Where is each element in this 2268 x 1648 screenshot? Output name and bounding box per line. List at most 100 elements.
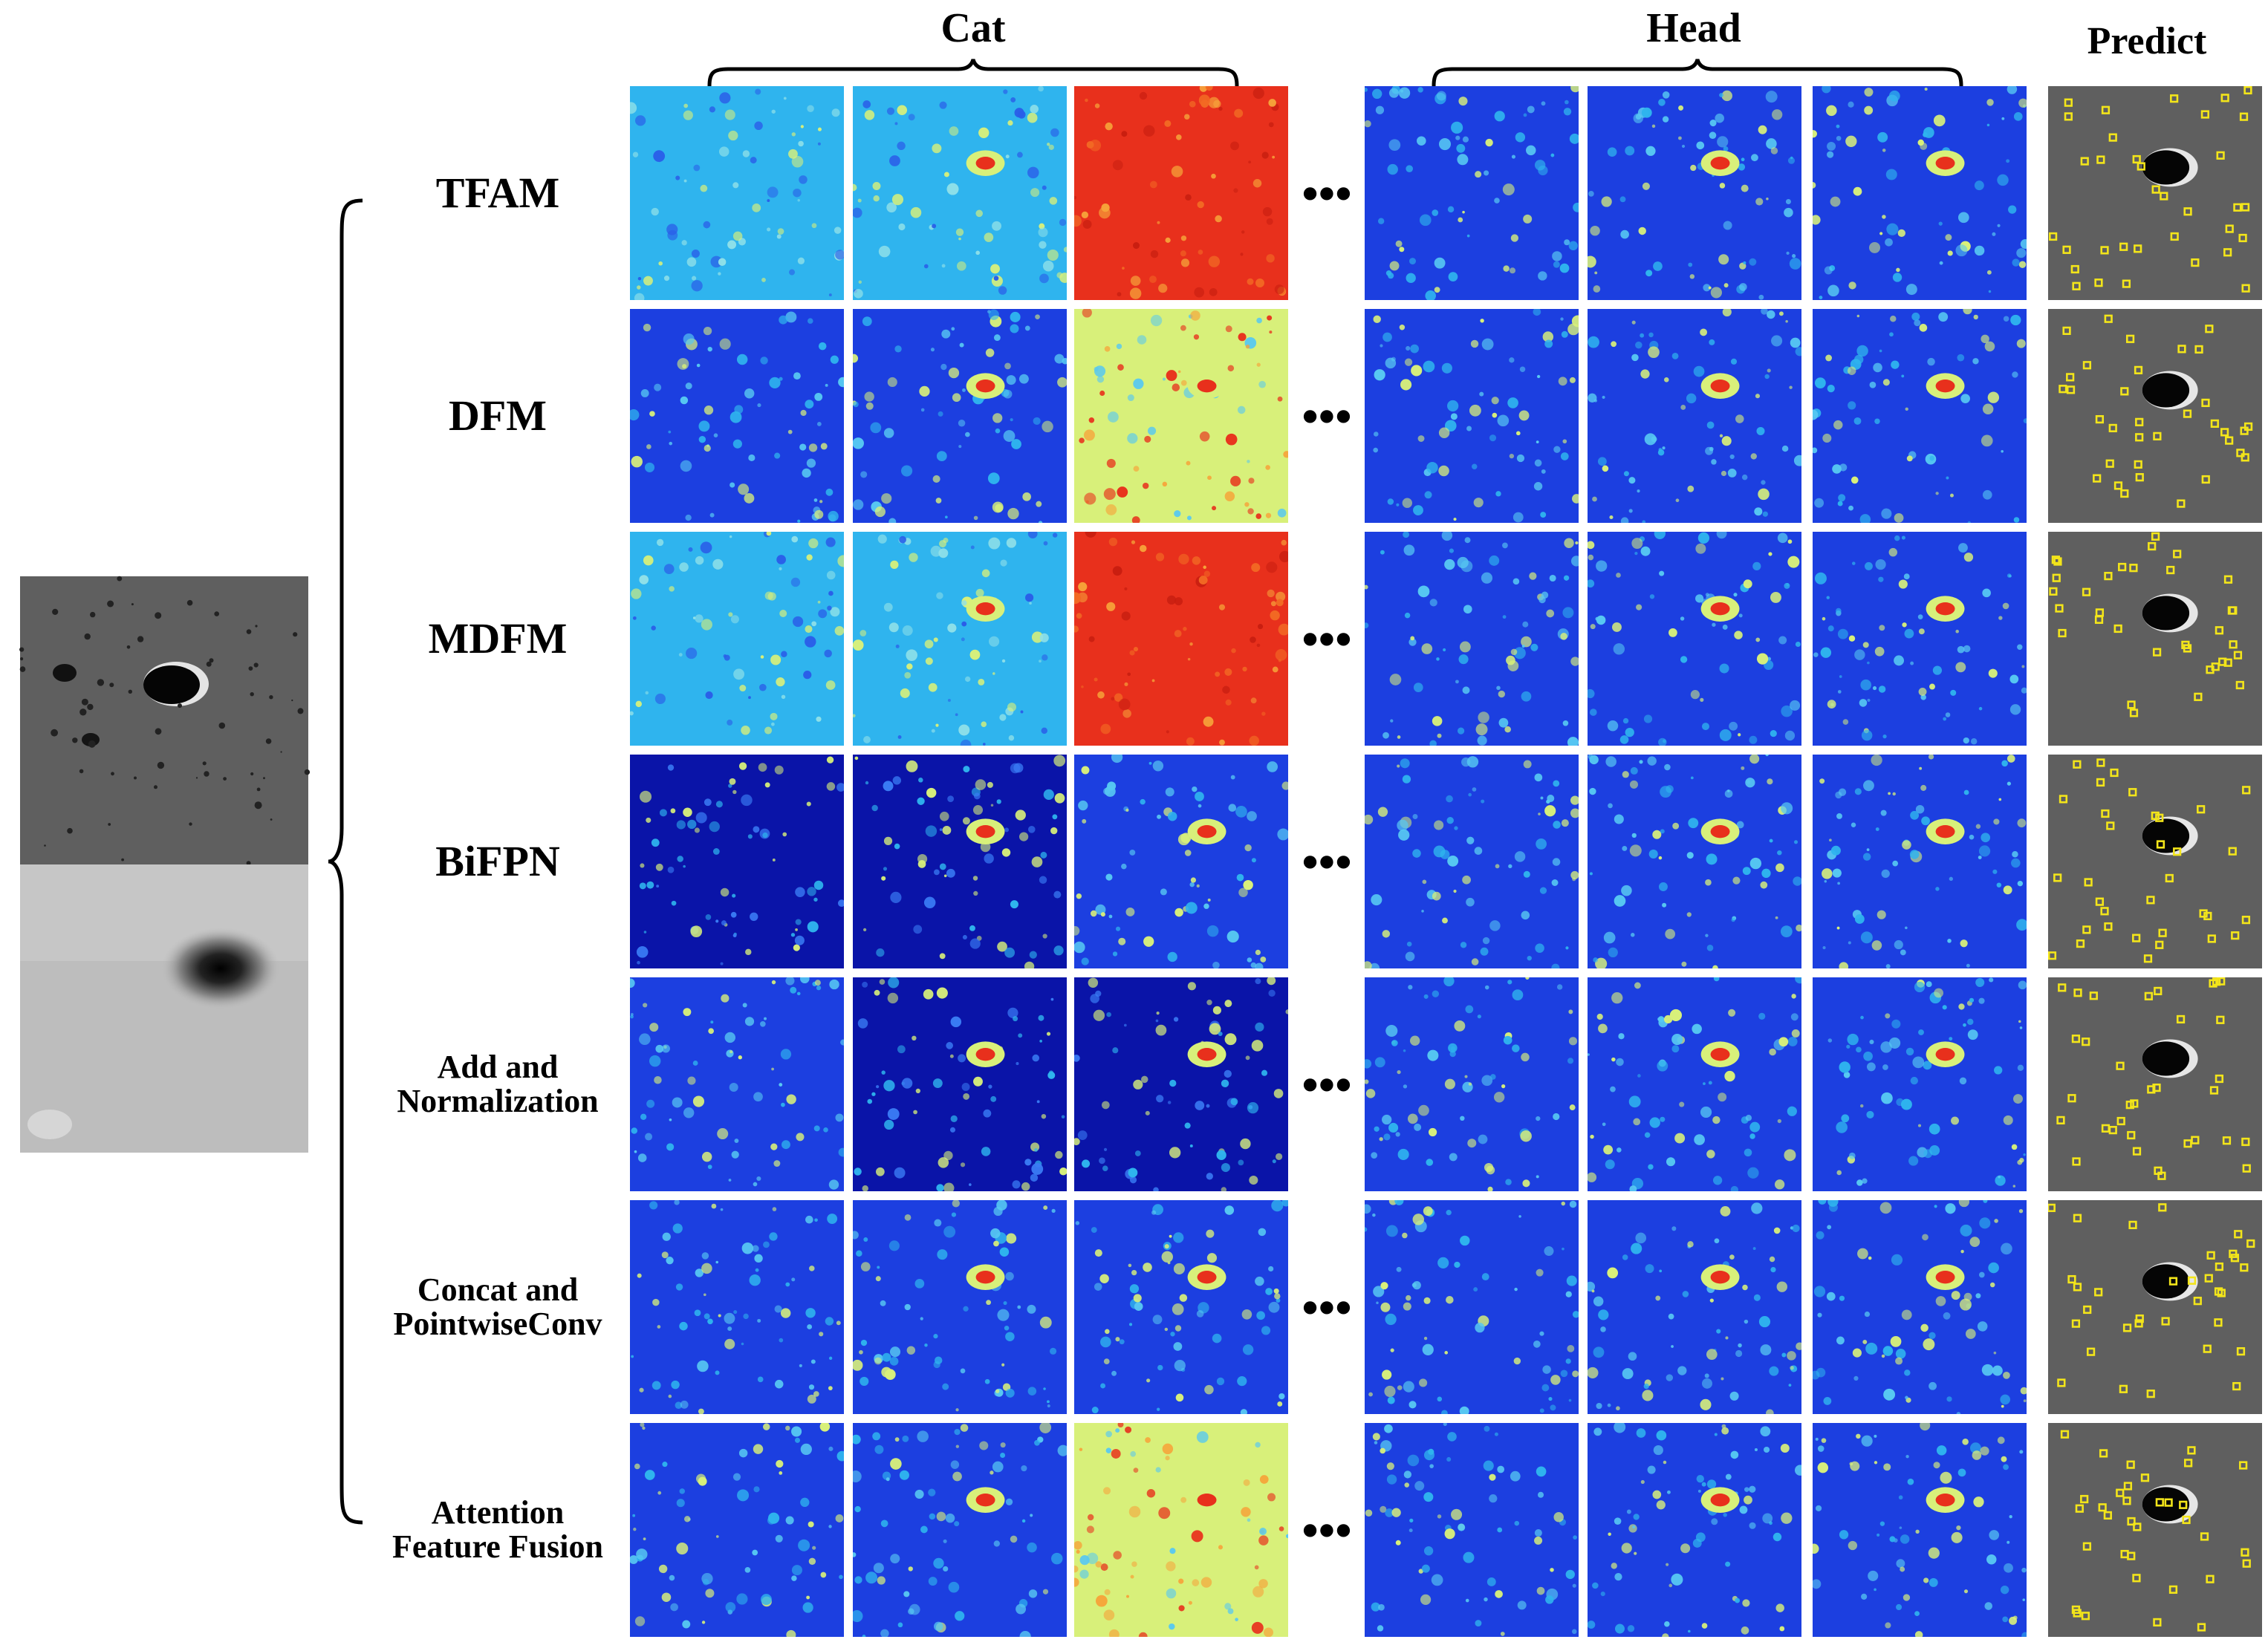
moon-crater <box>297 708 304 714</box>
prediction-image <box>2048 1200 2262 1414</box>
cat-feature-map <box>853 309 1067 523</box>
moon-crater <box>254 801 262 810</box>
row-label: Add and Normalization <box>349 977 646 1191</box>
moon-crater <box>265 738 272 744</box>
moon-crater <box>263 777 265 780</box>
head-feature-map <box>1588 1200 1801 1414</box>
moon-crater <box>189 822 192 826</box>
head-feature-map <box>1813 977 2027 1191</box>
input-dem-image <box>20 864 308 1153</box>
moon-crater <box>304 769 311 775</box>
row-label: Attention Feature Fusion <box>349 1423 646 1637</box>
row-label-line: DFM <box>448 391 547 440</box>
moon-crater <box>206 661 212 667</box>
prediction-image <box>2048 309 2262 523</box>
moon-crater <box>87 703 94 711</box>
prediction-image <box>2048 86 2262 300</box>
head-feature-map <box>1588 755 1801 968</box>
moon-crater <box>246 629 252 634</box>
cat-feature-map <box>853 86 1067 300</box>
moon-crater <box>126 645 131 649</box>
row-label-line: BiFPN <box>435 837 560 885</box>
moon-crater <box>109 683 114 688</box>
moon-crater <box>248 666 253 671</box>
head-feature-map <box>1813 532 2027 746</box>
moon-crater <box>137 636 144 642</box>
head-feature-map <box>1588 977 1801 1191</box>
cat-feature-map <box>1074 309 1288 523</box>
moon-crater <box>19 647 25 652</box>
moon-crater <box>128 689 132 694</box>
moon-crater <box>111 772 114 776</box>
moon-crater <box>293 632 298 637</box>
ellipsis: ••• <box>1302 836 1352 888</box>
head-feature-map <box>1588 532 1801 746</box>
ellipsis: ••• <box>1302 1504 1352 1557</box>
moon-crater <box>79 769 84 774</box>
prediction-image <box>2048 977 2262 1191</box>
row-label-line: Add and <box>437 1048 559 1085</box>
moon-crater <box>52 608 59 615</box>
cat-feature-map <box>853 1423 1067 1637</box>
moon-crater <box>223 777 227 781</box>
input-dem-svg <box>20 864 308 1153</box>
row-label-line: Normalization <box>397 1083 599 1119</box>
moon-crater <box>131 603 134 606</box>
cat-feature-map <box>630 755 844 968</box>
cat-feature-map <box>1074 977 1288 1191</box>
head-feature-map <box>1365 1423 1579 1637</box>
cat-feature-map <box>853 532 1067 746</box>
ellipsis: ••• <box>1302 1281 1352 1334</box>
moon-crater <box>204 771 209 777</box>
row-label: Concat and PointwiseConv <box>349 1200 646 1414</box>
prediction-image <box>2048 1423 2262 1637</box>
cat-feature-map <box>853 977 1067 1191</box>
cat-brace <box>707 59 1239 87</box>
cat-feature-map <box>630 1200 844 1414</box>
head-brace <box>1432 59 1963 87</box>
head-feature-map <box>1365 309 1579 523</box>
cat-group-label: Cat <box>940 5 1006 51</box>
moon-crater <box>88 740 96 748</box>
moon-crater <box>186 599 193 606</box>
head-feature-map <box>1365 1200 1579 1414</box>
cat-feature-map <box>630 86 844 300</box>
left-brace <box>328 198 363 1525</box>
moon-crater <box>72 737 78 743</box>
row-label-line: Feature Fusion <box>392 1528 603 1565</box>
moon-crater <box>20 657 24 661</box>
moon-crater <box>97 679 105 686</box>
cat-feature-map <box>1074 755 1288 968</box>
moon-crater <box>134 776 137 780</box>
moon-crater <box>255 625 258 628</box>
moon-crater <box>246 861 251 866</box>
head-group-label: Head <box>1646 5 1741 51</box>
row-label-line: PointwiseConv <box>393 1306 602 1342</box>
head-feature-map <box>1813 86 2027 300</box>
head-feature-map <box>1588 309 1801 523</box>
head-feature-map <box>1588 1423 1801 1637</box>
moon-crater <box>202 761 207 766</box>
head-feature-map <box>1365 532 1579 746</box>
row-label: MDFM <box>349 532 646 746</box>
head-feature-map <box>1365 977 1579 1191</box>
moon-crater <box>178 703 182 709</box>
row-label-line: TFAM <box>435 169 560 217</box>
cat-feature-map <box>853 1200 1067 1414</box>
row-label-line: Concat and <box>417 1271 579 1308</box>
moon-crater <box>250 692 254 697</box>
moon-crater <box>121 858 125 862</box>
moon-crater <box>253 662 259 668</box>
head-feature-map <box>1813 755 2027 968</box>
moon-crater <box>79 709 87 716</box>
moon-crater <box>269 695 273 700</box>
moon-crater <box>51 729 58 737</box>
moon-crater <box>256 787 261 792</box>
moon-crater <box>84 633 91 640</box>
row-label: BiFPN <box>349 755 646 968</box>
head-feature-map <box>1365 86 1579 300</box>
head-feature-map <box>1813 309 2027 523</box>
cat-feature-map <box>630 1423 844 1637</box>
moon-crater <box>155 728 162 735</box>
cat-feature-map <box>1074 532 1288 746</box>
